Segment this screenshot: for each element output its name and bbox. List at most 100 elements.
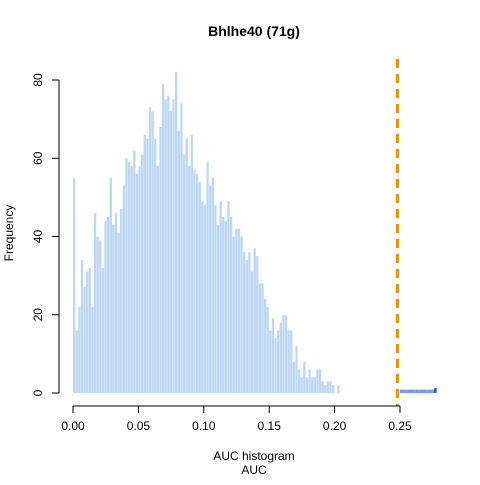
histogram-bar bbox=[117, 232, 120, 393]
histogram-bar bbox=[180, 103, 183, 393]
y-axis-label: Frequency bbox=[2, 205, 16, 262]
histogram-bar bbox=[250, 271, 254, 393]
histogram-bar bbox=[198, 181, 201, 393]
histogram-bar bbox=[99, 240, 102, 393]
histogram-bar bbox=[216, 224, 220, 393]
histogram-bar bbox=[172, 99, 175, 393]
histogram-bar bbox=[154, 138, 157, 393]
x-tick-label: 0.25 bbox=[388, 419, 412, 433]
histogram-bar bbox=[135, 173, 139, 393]
y-axis: 0 20 40 60 80 bbox=[31, 73, 60, 396]
x-axis-label-line-1: AUC histogram bbox=[213, 449, 294, 463]
histogram-bar bbox=[321, 381, 324, 393]
histogram-bar bbox=[282, 314, 285, 393]
histogram-bar bbox=[143, 134, 146, 393]
highlight-bar bbox=[426, 389, 429, 393]
x-tick-label: 0.20 bbox=[323, 419, 347, 433]
chart-title: Bhlhe40 (71g) bbox=[208, 23, 300, 39]
histogram-bar bbox=[146, 138, 149, 393]
x-tick-label: 0.15 bbox=[258, 419, 282, 433]
histogram-bar bbox=[125, 158, 128, 393]
histogram-bar bbox=[303, 361, 306, 393]
histogram-bar bbox=[195, 173, 199, 393]
histogram-bar bbox=[167, 95, 170, 394]
histogram-bar bbox=[122, 185, 126, 393]
histogram-bar bbox=[237, 228, 241, 393]
histogram-bar bbox=[104, 220, 107, 393]
histogram-bar bbox=[277, 330, 280, 393]
histogram-bar bbox=[232, 236, 235, 393]
histogram-bar bbox=[313, 377, 316, 393]
highlight-bar bbox=[431, 389, 435, 393]
highlight-bar bbox=[415, 389, 419, 393]
highlight-bar bbox=[405, 389, 408, 393]
histogram-bar bbox=[318, 369, 322, 393]
histogram-bar bbox=[161, 83, 165, 393]
histogram-bar bbox=[188, 166, 191, 393]
histogram-bar bbox=[185, 138, 188, 393]
y-tick-label: 40 bbox=[31, 230, 45, 244]
histogram-bar bbox=[224, 220, 228, 393]
histogram-bar bbox=[177, 130, 180, 394]
histogram-bar bbox=[245, 259, 248, 393]
highlight-bar bbox=[434, 388, 437, 393]
y-tick-label: 60 bbox=[31, 151, 45, 165]
histogram-bar bbox=[156, 166, 160, 393]
x-tick-label: 0.05 bbox=[127, 419, 151, 433]
x-axis-label-line-2: AUC bbox=[241, 463, 267, 477]
highlight-bar bbox=[418, 389, 421, 393]
x-tick-label: 0.00 bbox=[61, 419, 85, 433]
histogram-bar bbox=[120, 209, 123, 393]
histogram-bar bbox=[295, 346, 298, 393]
histogram-bar bbox=[290, 330, 293, 393]
histogram-bar bbox=[86, 271, 89, 393]
highlight-bar bbox=[413, 389, 416, 393]
histogram-bar bbox=[209, 185, 212, 393]
histogram-bar bbox=[211, 177, 214, 393]
histogram-bar bbox=[93, 213, 97, 393]
highlight-bar bbox=[423, 389, 427, 393]
histogram-bar bbox=[83, 287, 86, 393]
x-tick-label: 0.10 bbox=[192, 419, 216, 433]
histogram-bars bbox=[73, 72, 340, 394]
histogram-bar bbox=[112, 224, 115, 393]
histogram-bar bbox=[284, 314, 288, 393]
histogram-bar bbox=[308, 369, 311, 393]
histogram-bar bbox=[193, 169, 196, 393]
histogram-bar bbox=[337, 385, 340, 393]
histogram-bar bbox=[287, 330, 290, 393]
histogram-bar bbox=[316, 369, 319, 393]
highlight-bar bbox=[402, 389, 406, 393]
highlight-bar bbox=[407, 389, 411, 393]
histogram-bar bbox=[324, 385, 327, 393]
histogram-bar bbox=[96, 236, 99, 393]
histogram-bar bbox=[175, 72, 178, 394]
histogram-bar bbox=[305, 377, 309, 393]
histogram-bar bbox=[148, 107, 152, 393]
histogram-bar bbox=[182, 154, 186, 393]
highlight-bars bbox=[400, 388, 437, 393]
histogram-bar bbox=[297, 369, 301, 393]
histogram-bar bbox=[203, 205, 207, 393]
histogram-bar bbox=[127, 162, 131, 393]
histogram-bar bbox=[311, 377, 314, 393]
highlight-bar bbox=[410, 389, 414, 393]
histogram-bar bbox=[190, 134, 194, 393]
histogram-bar bbox=[292, 361, 296, 393]
histogram-bar bbox=[274, 338, 277, 393]
highlight-bar bbox=[400, 389, 403, 393]
histogram-bar bbox=[240, 236, 243, 393]
histogram-bar bbox=[130, 166, 133, 393]
histogram-bar bbox=[279, 322, 282, 393]
y-tick-label: 80 bbox=[31, 73, 45, 87]
histogram-bar bbox=[80, 259, 84, 393]
histogram-bar bbox=[256, 256, 259, 393]
histogram-bar bbox=[101, 267, 105, 393]
histogram-bar bbox=[206, 162, 209, 393]
x-axis: 0.00 0.05 0.10 0.15 0.20 0.25 bbox=[61, 405, 412, 433]
histogram-bar bbox=[235, 228, 238, 393]
histogram-bar bbox=[248, 252, 251, 393]
histogram-bar bbox=[107, 216, 110, 393]
